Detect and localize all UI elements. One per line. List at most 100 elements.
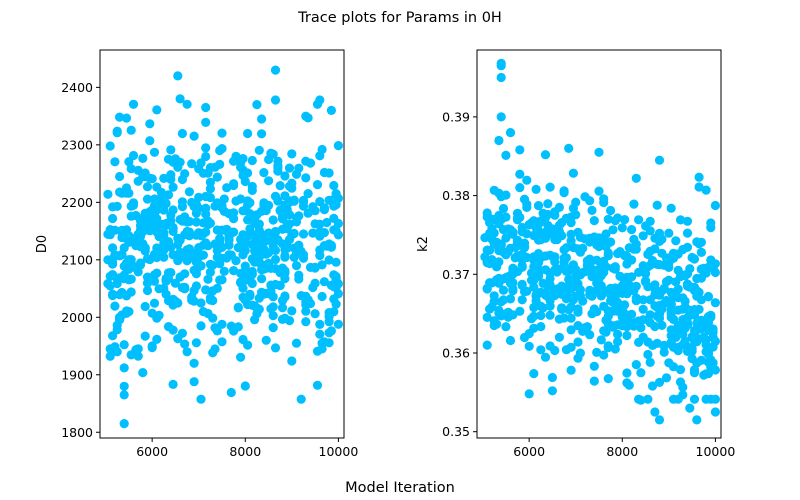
scatter-point xyxy=(659,341,669,351)
scatter-point xyxy=(124,307,134,317)
scatter-point xyxy=(550,231,560,241)
scatter-point xyxy=(147,341,157,351)
scatter-point xyxy=(708,358,718,368)
scatter-point xyxy=(273,166,283,176)
scatter-point xyxy=(163,190,174,200)
scatter-point xyxy=(485,278,495,288)
scatter-point xyxy=(592,347,602,357)
scatter-point xyxy=(515,183,525,193)
scatter-point xyxy=(142,278,153,288)
scatter-point xyxy=(317,338,327,348)
scatter-point xyxy=(710,394,721,404)
scatter-point xyxy=(636,395,646,405)
scatter-point xyxy=(264,228,274,238)
subplot-d0-frame xyxy=(99,49,345,439)
scatter-point xyxy=(324,168,334,178)
scatter-point xyxy=(277,314,288,324)
scatter-point xyxy=(622,378,632,388)
scatter-point xyxy=(196,158,206,168)
scatter-point xyxy=(140,331,150,341)
scatter-point xyxy=(175,94,185,104)
scatter-point xyxy=(503,272,513,282)
scatter-point xyxy=(545,273,555,284)
scatter-point xyxy=(133,261,143,271)
scatter-point xyxy=(687,346,697,356)
scatter-point xyxy=(603,374,613,384)
scatter-point xyxy=(689,394,700,404)
scatter-point xyxy=(559,188,569,198)
scatter-point xyxy=(128,200,139,210)
scatter-point xyxy=(168,222,178,233)
subplot-k2-frame xyxy=(476,49,722,439)
scatter-point xyxy=(566,212,576,222)
scatter-point xyxy=(243,275,253,285)
subplot-d0-ylabel: D0 xyxy=(35,235,50,253)
scatter-point xyxy=(131,210,141,221)
scatter-point xyxy=(673,249,683,259)
scatter-point xyxy=(573,307,583,317)
scatter-point xyxy=(545,310,555,320)
scatter-point xyxy=(589,376,599,386)
scatter-point xyxy=(505,128,516,138)
scatter-point xyxy=(659,260,669,270)
scatter-point xyxy=(168,379,178,389)
scatter-point xyxy=(599,350,609,360)
scatter-point xyxy=(550,265,560,276)
scatter-point xyxy=(236,352,246,362)
scatter-point xyxy=(115,187,125,197)
scatter-point xyxy=(247,254,257,264)
scatter-point xyxy=(568,242,579,253)
scatter-point xyxy=(254,304,264,314)
scatter-point xyxy=(608,263,618,273)
scatter-point xyxy=(180,269,190,279)
scatter-point xyxy=(187,292,197,302)
scatter-point xyxy=(701,347,711,357)
subplot-d0-points xyxy=(103,65,343,429)
subplot-d0: 6000 8000 10000 1800 1900 2000 2100 2200 2300 240… xyxy=(35,49,358,459)
scatter-point xyxy=(319,277,329,287)
scatter-point xyxy=(324,328,334,338)
scatter-point xyxy=(108,243,118,253)
scatter-point xyxy=(119,381,129,391)
scatter-point xyxy=(112,325,122,335)
scatter-point xyxy=(545,341,555,351)
scatter-point xyxy=(599,326,609,336)
x-tick-label: 10000 xyxy=(696,444,736,459)
scatter-point xyxy=(533,219,544,229)
scatter-point xyxy=(257,246,267,256)
scatter-point xyxy=(154,228,164,238)
scatter-point xyxy=(617,223,627,233)
scatter-point xyxy=(119,363,129,373)
scatter-point xyxy=(533,201,544,211)
scatter-point xyxy=(540,251,551,261)
figure-suptitle: Trace plots for Params in 0H xyxy=(297,10,502,26)
scatter-point xyxy=(115,290,125,300)
scatter-point xyxy=(601,241,611,252)
scatter-point xyxy=(187,159,197,169)
scatter-point xyxy=(229,214,239,224)
subplot-k2-points xyxy=(480,58,721,425)
scatter-point xyxy=(531,184,541,194)
scatter-point xyxy=(566,282,576,292)
scatter-point xyxy=(613,306,623,316)
scatter-point xyxy=(557,281,567,291)
scatter-point xyxy=(147,174,157,184)
scatter-point xyxy=(208,313,218,323)
scatter-point xyxy=(238,283,248,293)
scatter-point xyxy=(331,257,341,267)
scatter-point xyxy=(140,243,150,253)
scatter-point xyxy=(149,276,160,286)
scatter-point xyxy=(631,360,641,370)
scatter-point xyxy=(110,157,120,167)
scatter-point xyxy=(270,65,281,75)
scatter-point xyxy=(184,231,194,241)
scatter-point xyxy=(641,277,651,287)
scatter-point xyxy=(182,99,192,109)
scatter-point xyxy=(310,309,320,319)
scatter-point xyxy=(245,291,255,301)
scatter-point xyxy=(568,168,579,178)
scatter-point xyxy=(634,267,644,277)
scatter-point xyxy=(315,95,325,105)
scatter-point xyxy=(596,335,606,345)
scatter-point xyxy=(301,317,311,327)
